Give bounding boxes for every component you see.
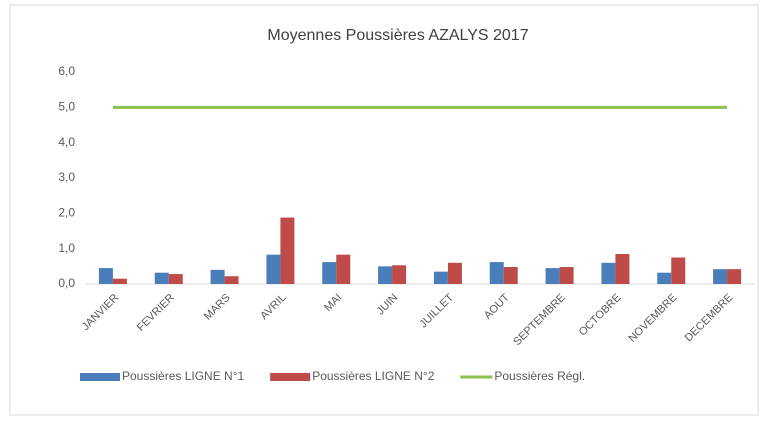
bar: [224, 276, 239, 284]
bar: [266, 254, 281, 284]
bar: [433, 271, 448, 284]
legend-swatch: [270, 373, 311, 381]
legend-label: Poussières Régl.: [494, 369, 585, 383]
bar: [503, 267, 518, 284]
chart-frame: [9, 4, 759, 416]
legend-swatch: [80, 373, 120, 381]
y-tick-label: 6,0: [58, 64, 75, 78]
y-tick-label: 4,0: [58, 135, 75, 149]
bar: [322, 262, 337, 284]
chart-title: Moyennes Poussières AZALYS 2017: [267, 27, 528, 44]
bar: [154, 272, 169, 284]
bar: [615, 253, 630, 284]
bar: [392, 265, 407, 284]
bar: [98, 268, 113, 284]
legend-label: Poussières LIGNE N°2: [312, 369, 435, 383]
y-tick-label: 0,0: [58, 276, 75, 290]
bar: [168, 274, 183, 284]
bar: [489, 262, 504, 284]
legend-label: Poussières LIGNE N°1: [122, 369, 245, 383]
y-tick-label: 5,0: [58, 100, 75, 114]
y-tick-label: 3,0: [58, 170, 75, 184]
bar: [447, 262, 462, 284]
y-tick-label: 2,0: [58, 206, 75, 220]
bar: [378, 266, 393, 284]
bar: [601, 262, 616, 284]
bar: [559, 267, 574, 284]
bar: [713, 269, 728, 284]
bar: [727, 269, 742, 284]
bar: [657, 272, 672, 284]
bar: [210, 269, 225, 284]
bar: [545, 268, 560, 284]
bar: [280, 217, 295, 284]
y-tick-label: 1,0: [58, 241, 75, 255]
bar: [112, 278, 127, 284]
bar: [336, 254, 351, 284]
bar: [671, 257, 686, 284]
